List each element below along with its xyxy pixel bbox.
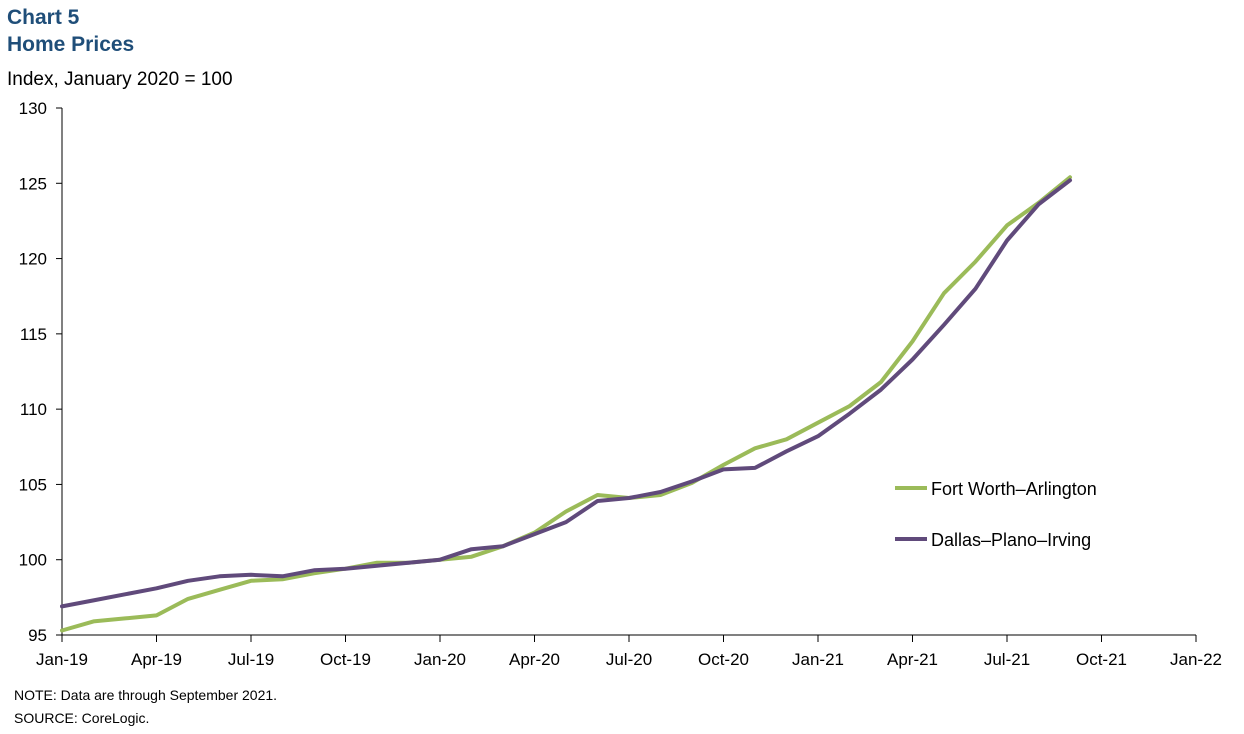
y-tick-label: 105: [19, 475, 47, 494]
x-tick-label: Oct-19: [320, 650, 371, 669]
y-axis-title: Index, January 2020 = 100: [7, 69, 233, 90]
legend-label: Dallas–Plano–Irving: [931, 530, 1091, 550]
y-tick-label: 125: [19, 174, 47, 193]
chart-note: NOTE: Data are through September 2021.: [14, 687, 278, 703]
x-tick-label: Jan-19: [36, 650, 88, 669]
y-tick-label: 120: [19, 250, 47, 269]
x-tick-label: Oct-21: [1076, 650, 1127, 669]
chart-source: SOURCE: CoreLogic.: [14, 710, 150, 726]
series-line-dallas-plano-irving: [60, 178, 1072, 609]
legend-label: Fort Worth–Arlington: [931, 479, 1097, 499]
axes: [56, 107, 1197, 642]
y-tick-label: 115: [20, 325, 47, 344]
y-tick-label: 110: [20, 400, 47, 419]
x-tick-label: Jan-21: [792, 650, 844, 669]
x-tick-label: Jan-20: [414, 650, 466, 669]
x-tick-label: Jul-19: [228, 650, 274, 669]
x-tick-label: Apr-20: [509, 650, 560, 669]
y-tick-label: 95: [28, 626, 47, 645]
x-tick-label: Jan-22: [1170, 650, 1222, 669]
y-tick-label: 100: [19, 551, 47, 570]
x-tick-labels: Jan-19 Apr-19 Jul-19 Oct-19 Jan-20 Apr-20 Jul-…: [36, 650, 1222, 669]
x-tick-label: Apr-21: [887, 650, 938, 669]
series-line-fort-worth-arlington: [60, 175, 1072, 633]
legend: Fort Worth–Arlington Dallas–Plano–Irving: [895, 479, 1097, 550]
x-tick-label: Apr-19: [131, 650, 182, 669]
x-tick-label: Jul-20: [606, 650, 652, 669]
x-tick-label: Oct-20: [698, 650, 749, 669]
chart-title: Home Prices: [7, 33, 135, 56]
y-tick-labels: 95 100 105 110 115 120 125 130: [19, 99, 47, 645]
y-tick-label: 130: [19, 99, 47, 118]
x-tick-label: Jul-21: [984, 650, 1030, 669]
chart-number: Chart 5: [7, 6, 80, 29]
series-lines: [60, 175, 1072, 633]
